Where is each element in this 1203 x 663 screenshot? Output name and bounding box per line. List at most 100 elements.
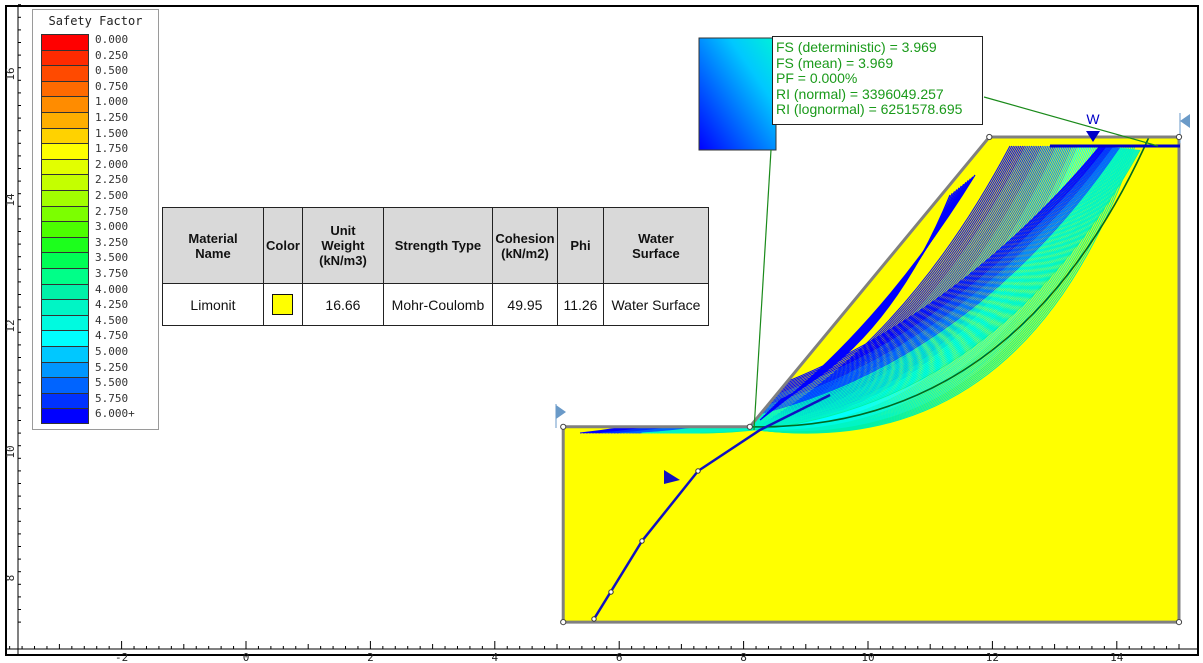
y-tick-label: 12 [4, 319, 17, 332]
legend-swatch [41, 283, 89, 300]
legend-swatch [41, 361, 89, 378]
slip-surface [684, 149, 1136, 434]
legend-entry: 3.750 [41, 267, 153, 284]
slip-surface [678, 149, 1134, 434]
legend-label: 6.000+ [95, 407, 135, 421]
legend-entry: 3.250 [41, 236, 153, 253]
legend-label: 3.500 [95, 251, 129, 265]
legend-entry: 2.000 [41, 158, 153, 175]
water-table-label: W [1086, 111, 1100, 127]
legend-swatch [41, 299, 89, 316]
table-header-row: Material Name Color Unit Weight (kN/m3) Streng… [162, 207, 709, 284]
legend-swatch [41, 49, 89, 66]
support-node [695, 468, 701, 474]
y-tick-label: 14 [4, 193, 17, 207]
legend-swatch [41, 143, 89, 160]
x-tick-label: -2 [115, 651, 128, 663]
legend-entry: 2.750 [41, 205, 153, 222]
legend-entry: 3.500 [41, 251, 153, 269]
x-tick-label: 12 [986, 651, 999, 663]
legend-label: 0.250 [95, 48, 129, 62]
legend-label: 4.250 [95, 298, 129, 312]
legend-entry: 5.000 [41, 345, 153, 362]
legend-entry: 4.000 [41, 283, 153, 300]
legend-swatch [41, 34, 89, 50]
model-vertex [746, 423, 753, 430]
x-tick-label: 2 [367, 651, 374, 663]
legend-entry: 1.750 [41, 142, 153, 160]
fs-mean: FS (mean) = 3.969 [776, 54, 894, 71]
slip-surface [681, 149, 1135, 434]
model-vertex [986, 133, 993, 141]
table-cell: Mohr-Coulomb [382, 283, 493, 326]
legend-entry: 1.500 [41, 127, 153, 144]
y-tick-label: 16 [4, 67, 17, 80]
x-tick-label: 10 [861, 651, 874, 663]
support-node [591, 616, 597, 622]
plot-border [5, 5, 1199, 656]
legend-swatch [41, 158, 89, 175]
legend-swatch [41, 65, 89, 82]
slip-surface [757, 145, 1132, 434]
support-node [608, 589, 614, 595]
table-header-cell: Strength Type [382, 207, 493, 284]
left-limit-flag-icon [556, 405, 566, 419]
legend-label: 0.000 [95, 33, 129, 46]
legend-label: 2.250 [95, 173, 129, 187]
legend-entry: 6.000+ [41, 407, 153, 425]
annotations: W [555, 37, 1190, 626]
x-tick-label: 14 [1110, 651, 1124, 663]
legend-title: Safety Factor [48, 14, 143, 28]
slip-surfaces [579, 137, 1150, 434]
table-cell: Limonit [162, 283, 264, 326]
legend-label: 0.500 [95, 64, 129, 78]
table-body: Limonit 16.66 Mohr-Coulomb 49.95 11.26 Water … [162, 283, 709, 326]
legend-swatch [41, 174, 89, 191]
legend-label: 3.000 [95, 220, 129, 234]
legend-swatch [41, 112, 89, 128]
legend-swatch [41, 314, 89, 331]
legend-entry: 0.750 [41, 79, 153, 97]
table-header-cell: Unit Weight (kN/m3) [301, 207, 384, 284]
legend-label: 5.500 [95, 376, 129, 390]
model-vertex [1175, 619, 1183, 626]
x-tick-label: 4 [491, 651, 498, 663]
table-row: Limonit 16.66 Mohr-Coulomb 49.95 11.26 Water … [162, 283, 709, 326]
table-header-cell: Phi [556, 207, 604, 284]
material-color-swatch [272, 294, 294, 315]
reliability-index-normal: RI (normal) = 3396049.257 [776, 85, 944, 102]
legend-label: 1.250 [95, 111, 129, 124]
legend-entry: 5.750 [41, 392, 153, 409]
legend-entry: 4.250 [41, 298, 153, 316]
x-tick-label: 8 [740, 651, 747, 663]
legend-label: 0.750 [95, 79, 129, 93]
legend-swatch [41, 392, 89, 409]
table-cell [263, 283, 303, 326]
legend-swatch [41, 80, 89, 97]
x-tick-label: 0 [243, 651, 250, 663]
legend-entry: 0.250 [41, 48, 153, 66]
legend-label: 3.750 [95, 267, 129, 280]
legend-swatch [41, 268, 89, 284]
water-table-marker-icon [1086, 131, 1100, 142]
fs-deterministic: FS (deterministic) = 3.969 [776, 39, 937, 55]
legend-entry: 5.250 [41, 361, 153, 378]
table-cell: 49.95 [491, 283, 558, 326]
legend-swatch [41, 96, 89, 113]
slip-surface [757, 145, 1134, 434]
legend-entry: 1.250 [41, 111, 153, 128]
leader-line [983, 96, 1159, 147]
right-limit-flag-icon [1180, 114, 1190, 128]
table-header-cell: Material Name [162, 207, 264, 284]
slip-center-grid [698, 37, 777, 151]
model-vertex [1175, 133, 1183, 141]
table-cell: 16.66 [301, 283, 384, 326]
legend-swatch [41, 346, 89, 362]
legend-swatch [41, 205, 89, 222]
legend-entry: 2.250 [41, 173, 153, 191]
legend-swatch [41, 190, 89, 206]
table-header-cell: Color [263, 207, 303, 284]
legend-label: 4.500 [95, 313, 129, 327]
table-cell: 11.26 [556, 283, 604, 326]
